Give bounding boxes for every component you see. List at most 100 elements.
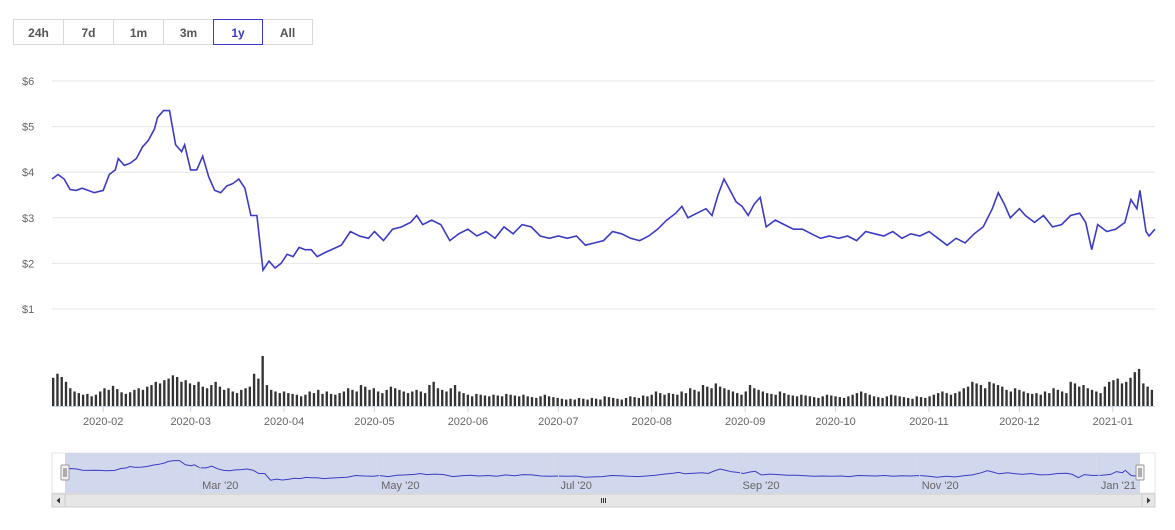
volume-bar xyxy=(299,396,303,406)
arrow-left-icon xyxy=(56,497,60,504)
x-tick-label: 2020-09 xyxy=(725,416,765,428)
volume-bar xyxy=(783,393,786,406)
volume-bar xyxy=(60,376,63,406)
volume-bar xyxy=(116,389,119,406)
volume-bar xyxy=(1001,386,1004,406)
volume-bar xyxy=(107,389,110,406)
navigator-series-line xyxy=(64,460,1141,481)
volume-bar xyxy=(992,383,995,406)
volume-bar xyxy=(860,391,863,406)
volume-bar xyxy=(355,391,358,406)
volume-bar xyxy=(346,388,350,406)
volume-bar xyxy=(99,391,102,406)
volume-bar xyxy=(475,393,478,406)
volume-bar xyxy=(765,393,769,406)
range-button-all[interactable]: All xyxy=(263,19,313,45)
volume-bar xyxy=(317,389,320,406)
volume-bar xyxy=(706,386,709,406)
volume-bar xyxy=(441,389,444,406)
volume-bar xyxy=(509,394,512,406)
range-button-3m[interactable]: 3m xyxy=(163,19,213,45)
volume-bar xyxy=(167,378,170,406)
volume-bar xyxy=(133,389,136,406)
volume-bar xyxy=(197,381,200,406)
volume-bar xyxy=(1125,381,1128,406)
volume-bar xyxy=(731,391,735,406)
volume-bar xyxy=(244,388,247,406)
volume-bar xyxy=(77,393,80,406)
volume-bar xyxy=(158,383,162,406)
navigator-tick-label: Jul '20 xyxy=(560,480,591,492)
volume-bar xyxy=(453,385,457,406)
x-tick-label: 2020-03 xyxy=(170,416,210,428)
volume-bar xyxy=(932,394,936,406)
volume-bar xyxy=(154,381,157,406)
volume-bar xyxy=(701,385,705,406)
volume-bar xyxy=(278,393,281,406)
volume-bar xyxy=(817,397,820,406)
volume-bar xyxy=(1137,368,1141,406)
navigator-selection[interactable] xyxy=(65,453,1140,493)
volume-bar xyxy=(103,388,106,406)
volume-bar xyxy=(577,397,581,406)
volume-bar xyxy=(907,397,910,406)
volume-bar xyxy=(1146,386,1149,406)
volume-bar xyxy=(911,398,914,406)
volume-bar xyxy=(894,395,897,406)
volume-bar xyxy=(81,394,85,406)
volume-bar xyxy=(334,394,337,406)
volume-bar xyxy=(1022,391,1025,406)
x-tick-label: 2020-02 xyxy=(83,416,123,428)
volume-bar xyxy=(1065,393,1068,406)
volume-bar xyxy=(398,389,401,406)
volume-bar xyxy=(492,394,495,406)
volume-bar xyxy=(599,399,602,406)
volume-bar xyxy=(697,391,700,406)
volume-bar xyxy=(607,397,611,406)
volume-bar xyxy=(265,385,269,406)
range-button-24h[interactable]: 24h xyxy=(13,19,63,45)
volume-bar xyxy=(954,393,957,406)
volume-bar xyxy=(637,397,641,406)
volume-bar xyxy=(616,398,619,406)
price-series-line xyxy=(51,109,1156,273)
volume-bar xyxy=(368,389,371,406)
range-button-7d[interactable]: 7d xyxy=(63,19,113,45)
volume-bar xyxy=(1073,383,1077,406)
volume-bar xyxy=(342,391,346,406)
volume-bar xyxy=(252,373,256,406)
navigator-left-handle[interactable] xyxy=(60,464,70,481)
volume-bar xyxy=(778,391,782,406)
volume-bar xyxy=(214,381,217,406)
volume-bar xyxy=(560,398,564,406)
volume-bar xyxy=(483,395,487,406)
navigator[interactable]: Mar '20 May '20 Jul '20 Sep '20 Nov '20 Jan '… xyxy=(51,452,1156,508)
volume-bar xyxy=(90,396,93,406)
volume-bar xyxy=(458,391,461,406)
volume-bar xyxy=(864,393,867,406)
x-tick-label: 2020-10 xyxy=(815,416,855,428)
range-button-1y[interactable]: 1y xyxy=(213,19,263,45)
volume-bar xyxy=(714,383,718,406)
volume-bar xyxy=(1052,388,1055,406)
volume-bar xyxy=(804,395,807,406)
volume-bar xyxy=(590,397,594,406)
navigator-tick-label: Mar '20 xyxy=(202,480,238,492)
volume-bar xyxy=(872,396,876,406)
y-tick-label: $6 xyxy=(22,76,34,88)
navigator-right-handle[interactable] xyxy=(1135,464,1145,481)
volume-bar xyxy=(966,386,970,406)
volume-bar xyxy=(582,398,585,406)
volume-bar xyxy=(671,393,675,406)
volume-bar xyxy=(761,391,765,406)
volume-bar xyxy=(505,393,508,406)
volume-bar xyxy=(488,396,491,406)
volume-bar xyxy=(351,389,354,406)
volume-bars xyxy=(52,356,1155,407)
volume-bar xyxy=(650,394,653,406)
volume-bar xyxy=(1116,378,1119,406)
volume-bar xyxy=(979,385,983,406)
range-button-1m[interactable]: 1m xyxy=(113,19,163,45)
volume-bar xyxy=(372,388,375,406)
volume-bar xyxy=(654,391,658,406)
